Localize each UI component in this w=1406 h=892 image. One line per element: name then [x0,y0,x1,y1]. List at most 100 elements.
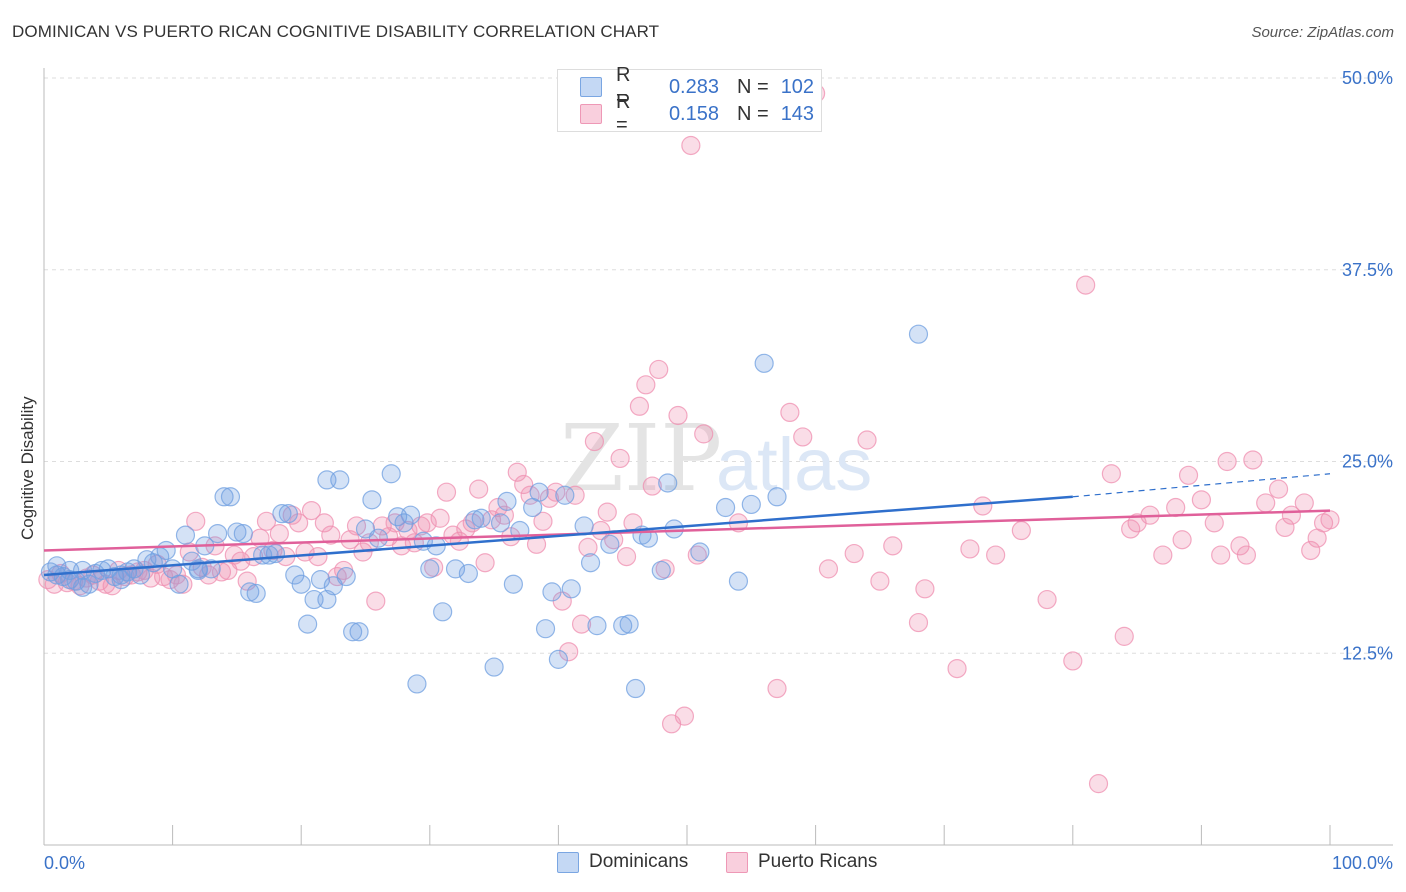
point-puerto-ricans [436,482,457,502]
point-puerto-ricans [559,642,579,662]
point-puerto-ricans [610,448,630,469]
legend-r-label: R = [616,91,631,136]
point-puerto-ricans [1268,479,1289,499]
point-puerto-ricans [870,571,890,591]
point-dominicans [368,528,388,548]
point-dominicans [208,523,228,544]
point-dominicans [715,497,736,518]
point-dominicans [265,543,286,564]
legend-swatch-puerto-ricans [580,104,602,124]
point-puerto-ricans [1011,520,1031,541]
point-puerto-ricans [430,508,450,528]
point-puerto-ricans [507,462,527,482]
point-dominicans [728,571,749,591]
bottom-legend-label-dominicans: Dominicans [589,851,689,872]
y-tick-label: 50.0% [1342,68,1393,88]
point-puerto-ricans [1320,510,1340,530]
point-puerto-ricans [908,612,929,633]
point-dominicans [561,579,581,599]
point-dominicans [227,522,247,542]
correlation-legend: R = 0.283 N = 102 R = 0.158 N = 143 [557,64,822,136]
point-dominicans [503,574,523,594]
bottom-legend-puerto-ricans: Puerto Ricans [726,851,877,873]
point-puerto-ricans [674,706,695,726]
point-dominicans [619,614,639,634]
legend-row-puerto-ricans: R = 0.158 N = 143 [580,91,814,136]
point-dominicans [658,473,678,493]
point-puerto-ricans [649,359,669,380]
legend-row-dominicans: R = 0.283 N = 102 [580,64,815,109]
point-dominicans [343,622,363,642]
point-dominicans [214,487,234,507]
point-puerto-ricans [1076,275,1096,295]
point-dominicans [336,566,356,587]
point-puerto-ricans [308,547,328,567]
point-puerto-ricans [960,539,980,559]
point-puerto-ricans [514,474,534,495]
point-puerto-ricans [694,424,714,444]
point-puerto-ricans [565,485,585,505]
point-puerto-ricans [1088,774,1109,794]
point-puerto-ricans [915,579,935,599]
point-puerto-ricans [578,537,598,558]
point-dominicans [188,560,208,581]
bottom-legend-label-puerto-ricans: Puerto Ricans [758,851,878,872]
bottom-legend-swatch-dominicans [557,851,579,873]
point-puerto-ricans [571,614,592,634]
point-dominicans [458,563,478,584]
point-dominicans [298,614,318,634]
point-puerto-ricans [1101,464,1121,484]
point-puerto-ricans [1172,530,1192,550]
point-puerto-ricans [616,547,637,567]
point-puerto-ricans [597,502,617,522]
point-puerto-ricans [1256,493,1276,513]
point-puerto-ricans [301,500,322,521]
point-dominicans [908,324,929,344]
x-tick-label-min: 0.0% [44,853,85,873]
point-puerto-ricans [844,543,864,564]
point-puerto-ricans [1204,513,1224,533]
point-puerto-ricans [1211,545,1231,565]
watermark-zip: ZIP [560,405,722,512]
point-dominicans [240,582,260,602]
point-dominicans [407,674,427,694]
point-dominicans [613,616,633,636]
point-puerto-ricans [533,511,553,531]
point-dominicans [741,494,761,515]
point-puerto-ricans [1243,450,1263,470]
point-puerto-ricans [1037,589,1057,610]
point-puerto-ricans [1236,545,1257,565]
legend-r-value: 0.283 [668,75,719,98]
point-dominicans [767,487,787,507]
point-puerto-ricans [668,405,688,426]
point-puerto-ricans [1063,651,1083,671]
point-dominicans [490,513,511,533]
point-dominicans [175,525,196,545]
point-puerto-ricans [793,427,813,447]
x-tick-label-max: 100.0% [1332,853,1393,873]
point-dominicans [587,616,607,636]
point-dominicans [651,560,671,581]
point-dominicans [664,519,684,539]
point-dominicans [600,534,620,554]
point-puerto-ricans [857,430,877,450]
point-dominicans [555,485,575,505]
y-tick-label: 12.5% [1342,643,1393,663]
point-puerto-ricans [986,545,1006,565]
point-dominicans [484,657,504,677]
point-dominicans [156,540,176,561]
point-dominicans [471,508,491,528]
y-tick-label: 37.5% [1342,260,1393,280]
point-puerto-ricans [636,375,656,395]
point-dominicans [220,487,241,507]
legend-n-value: 102 [780,75,815,98]
point-dominicans [542,582,562,602]
point-dominicans [362,490,382,510]
point-dominicans [754,353,774,373]
point-dominicans [259,545,279,565]
point-puerto-ricans [269,523,289,544]
point-puerto-ricans [687,545,707,565]
bottom-legend-dominicans: Dominicans [557,851,688,873]
axes [43,68,1393,846]
